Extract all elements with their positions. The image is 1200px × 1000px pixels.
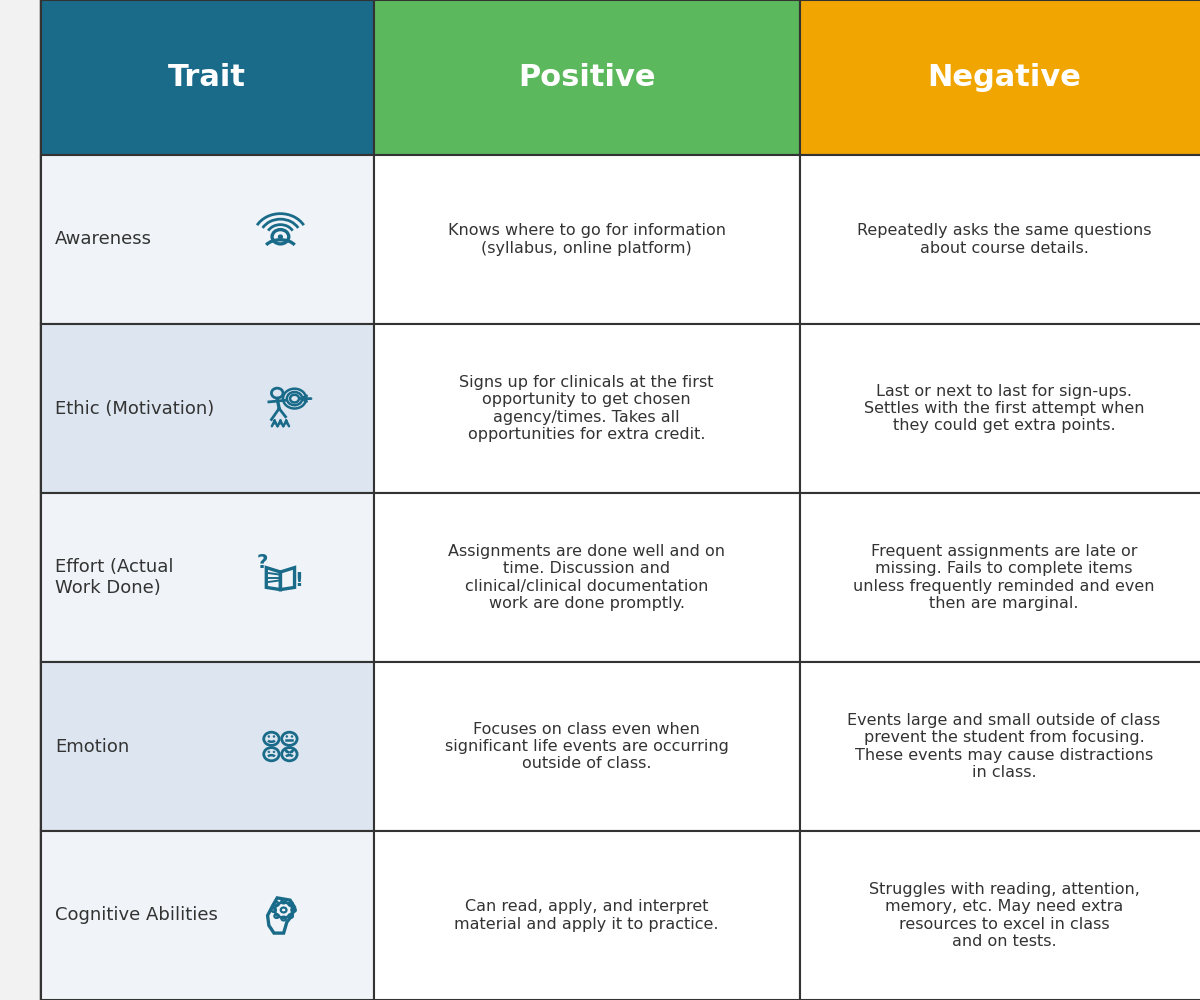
Text: ?: ? [257,553,268,572]
FancyBboxPatch shape [799,493,1200,662]
Circle shape [274,736,275,737]
Circle shape [292,736,293,737]
Circle shape [268,736,270,737]
Text: Events large and small outside of class
prevent the student from focusing.
These: Events large and small outside of class … [847,713,1160,780]
FancyBboxPatch shape [373,493,799,662]
Circle shape [274,751,275,753]
Text: Effort (Actual
Work Done): Effort (Actual Work Done) [55,558,173,597]
Circle shape [292,751,293,753]
Text: Signs up for clinicals at the first
opportunity to get chosen
agency/times. Take: Signs up for clinicals at the first oppo… [460,375,714,442]
FancyBboxPatch shape [41,662,373,831]
Text: Struggles with reading, attention,
memory, etc. May need extra
resources to exce: Struggles with reading, attention, memor… [869,882,1140,949]
FancyBboxPatch shape [799,831,1200,1000]
Text: Frequent assignments are late or
missing. Fails to complete items
unless frequen: Frequent assignments are late or missing… [853,544,1154,611]
Text: Knows where to go for information
(syllabus, online platform): Knows where to go for information (sylla… [448,223,726,256]
Circle shape [286,751,288,753]
FancyBboxPatch shape [41,831,373,1000]
Text: Negative: Negative [928,63,1081,92]
Text: Awareness: Awareness [55,231,152,248]
FancyBboxPatch shape [373,0,799,155]
Circle shape [268,751,270,753]
FancyBboxPatch shape [41,324,373,493]
Text: Assignments are done well and on
time. Discussion and
clinical/clinical document: Assignments are done well and on time. D… [448,544,725,611]
Text: Ethic (Motivation): Ethic (Motivation) [55,399,214,418]
FancyBboxPatch shape [41,0,373,155]
FancyBboxPatch shape [41,493,373,662]
Text: Trait: Trait [168,63,246,92]
Text: Can read, apply, and interpret
material and apply it to practice.: Can read, apply, and interpret material … [455,899,719,932]
FancyBboxPatch shape [373,831,799,1000]
FancyBboxPatch shape [41,155,373,324]
Text: Cognitive Abilities: Cognitive Abilities [55,906,217,924]
FancyBboxPatch shape [799,324,1200,493]
FancyBboxPatch shape [799,155,1200,324]
FancyBboxPatch shape [373,662,799,831]
Text: Positive: Positive [518,63,655,92]
Text: Repeatedly asks the same questions
about course details.: Repeatedly asks the same questions about… [857,223,1151,256]
FancyBboxPatch shape [799,662,1200,831]
Text: Emotion: Emotion [55,738,130,756]
FancyBboxPatch shape [373,324,799,493]
Text: Focuses on class even when
significant life events are occurring
outside of clas: Focuses on class even when significant l… [445,722,728,771]
Circle shape [278,235,282,238]
FancyBboxPatch shape [799,0,1200,155]
Text: Last or next to last for sign-ups.
Settles with the first attempt when
they coul: Last or next to last for sign-ups. Settl… [864,384,1145,433]
Circle shape [286,736,288,737]
FancyBboxPatch shape [373,155,799,324]
Text: !: ! [294,571,302,590]
